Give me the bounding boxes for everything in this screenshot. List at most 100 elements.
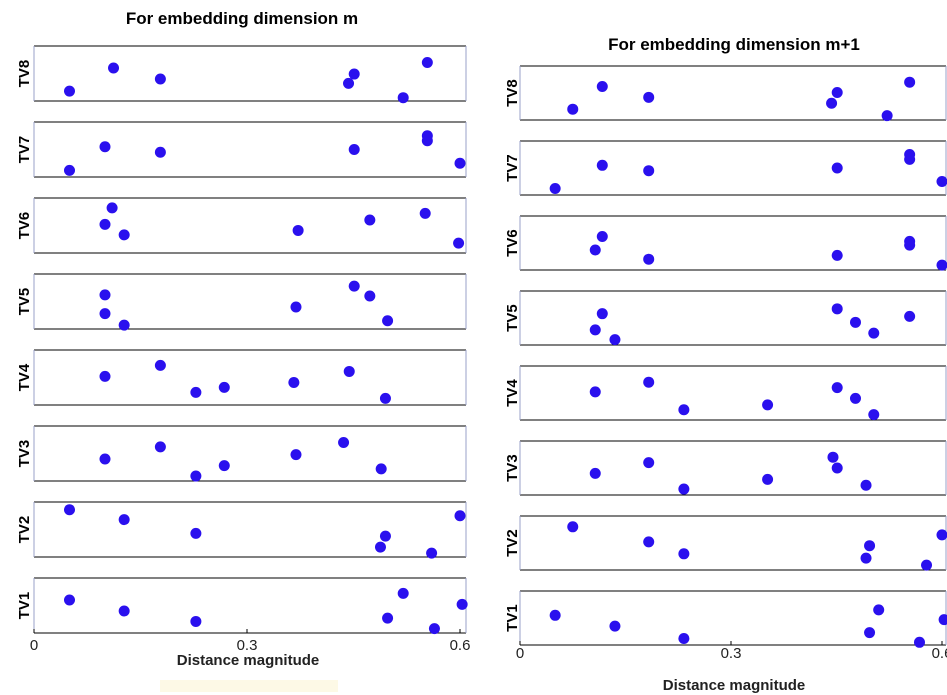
data-point bbox=[99, 308, 111, 320]
data-point bbox=[364, 290, 376, 302]
data-point bbox=[643, 253, 655, 265]
data-point bbox=[382, 612, 394, 624]
data-point bbox=[364, 214, 376, 226]
row-label: TV2 bbox=[504, 529, 521, 557]
data-point bbox=[904, 76, 916, 88]
data-point bbox=[827, 451, 839, 463]
data-point bbox=[99, 218, 111, 230]
data-point bbox=[589, 386, 601, 398]
data-point bbox=[831, 86, 843, 98]
x-tick-label: 0.6 bbox=[932, 645, 947, 662]
caption-highlight bbox=[160, 680, 338, 692]
data-point bbox=[64, 504, 75, 516]
data-point bbox=[99, 370, 111, 382]
data-point bbox=[421, 135, 433, 147]
row-label: TV4 bbox=[16, 363, 33, 391]
data-point bbox=[64, 594, 75, 606]
data-point bbox=[596, 81, 608, 93]
data-point bbox=[913, 636, 925, 648]
row-label: TV4 bbox=[504, 379, 521, 407]
data-point bbox=[921, 559, 933, 571]
data-point bbox=[99, 453, 111, 465]
data-point bbox=[379, 392, 391, 404]
data-point bbox=[589, 467, 601, 479]
data-point bbox=[643, 91, 655, 103]
row-tv4: TV4 bbox=[504, 365, 947, 421]
data-point bbox=[382, 315, 394, 327]
data-point bbox=[454, 157, 466, 169]
data-point bbox=[589, 244, 601, 256]
data-point bbox=[643, 457, 655, 469]
data-point bbox=[567, 521, 579, 533]
data-point bbox=[190, 386, 202, 398]
data-point bbox=[154, 73, 166, 85]
data-point bbox=[831, 303, 843, 315]
data-point bbox=[609, 334, 621, 346]
data-point bbox=[762, 473, 774, 485]
data-point bbox=[831, 162, 843, 174]
data-point bbox=[154, 146, 166, 158]
data-point bbox=[118, 319, 130, 331]
data-point bbox=[849, 392, 861, 404]
data-point bbox=[881, 110, 893, 122]
data-point bbox=[596, 231, 608, 243]
data-point bbox=[108, 62, 120, 74]
x-axis-label: Distance magnitude bbox=[177, 652, 320, 669]
data-point bbox=[338, 437, 350, 448]
row-tv6: TV6 bbox=[16, 197, 467, 254]
data-point bbox=[64, 164, 75, 176]
chart-left: For embedding dimension m TV8 TV7 TV6 TV5 TV4… bbox=[16, 9, 470, 692]
data-point bbox=[678, 483, 690, 495]
data-point bbox=[678, 404, 690, 416]
data-point bbox=[290, 301, 302, 313]
data-point bbox=[154, 359, 166, 371]
chart-right: For embedding dimension m+1 TV8 TV7 TV6 TV5 T… bbox=[504, 35, 947, 694]
data-point bbox=[190, 527, 202, 539]
data-point bbox=[643, 165, 655, 177]
data-point bbox=[348, 280, 360, 292]
data-point bbox=[118, 605, 130, 617]
chart-title: For embedding dimension m bbox=[126, 9, 358, 28]
data-point bbox=[567, 103, 579, 115]
data-point bbox=[190, 470, 202, 482]
data-point bbox=[938, 614, 947, 626]
data-point bbox=[290, 449, 302, 461]
data-point bbox=[118, 229, 130, 241]
data-point bbox=[154, 441, 166, 453]
row-tv5: TV5 bbox=[16, 273, 467, 331]
data-point bbox=[343, 365, 355, 377]
data-point bbox=[456, 598, 468, 610]
data-point bbox=[936, 259, 947, 271]
data-point bbox=[453, 237, 465, 249]
row-label: TV5 bbox=[16, 288, 33, 316]
data-point bbox=[343, 77, 355, 89]
data-point bbox=[426, 547, 438, 559]
data-point bbox=[860, 479, 872, 491]
data-point bbox=[831, 462, 843, 474]
row-label: TV6 bbox=[16, 212, 33, 240]
row-tv3: TV3 bbox=[504, 440, 947, 496]
row-tv8: TV8 bbox=[16, 45, 467, 104]
data-point bbox=[64, 85, 75, 97]
row-tv7: TV7 bbox=[504, 140, 947, 196]
x-tick-label: 0.3 bbox=[721, 645, 742, 662]
x-tick-label: 0.6 bbox=[450, 637, 471, 654]
x-tick-label: 0.3 bbox=[237, 637, 258, 654]
data-point bbox=[831, 249, 843, 261]
data-point bbox=[904, 153, 916, 165]
row-label: TV3 bbox=[16, 440, 33, 468]
data-point bbox=[904, 310, 916, 322]
data-point bbox=[868, 327, 880, 339]
data-point bbox=[904, 239, 916, 251]
row-tv7: TV7 bbox=[16, 121, 467, 178]
data-point bbox=[419, 207, 431, 219]
row-tv3: TV3 bbox=[16, 425, 467, 482]
data-point bbox=[864, 627, 876, 639]
data-point bbox=[643, 376, 655, 388]
data-point bbox=[375, 463, 387, 475]
data-point bbox=[292, 224, 304, 236]
data-point bbox=[421, 57, 433, 68]
row-label: TV8 bbox=[504, 79, 521, 107]
data-point bbox=[589, 324, 601, 336]
